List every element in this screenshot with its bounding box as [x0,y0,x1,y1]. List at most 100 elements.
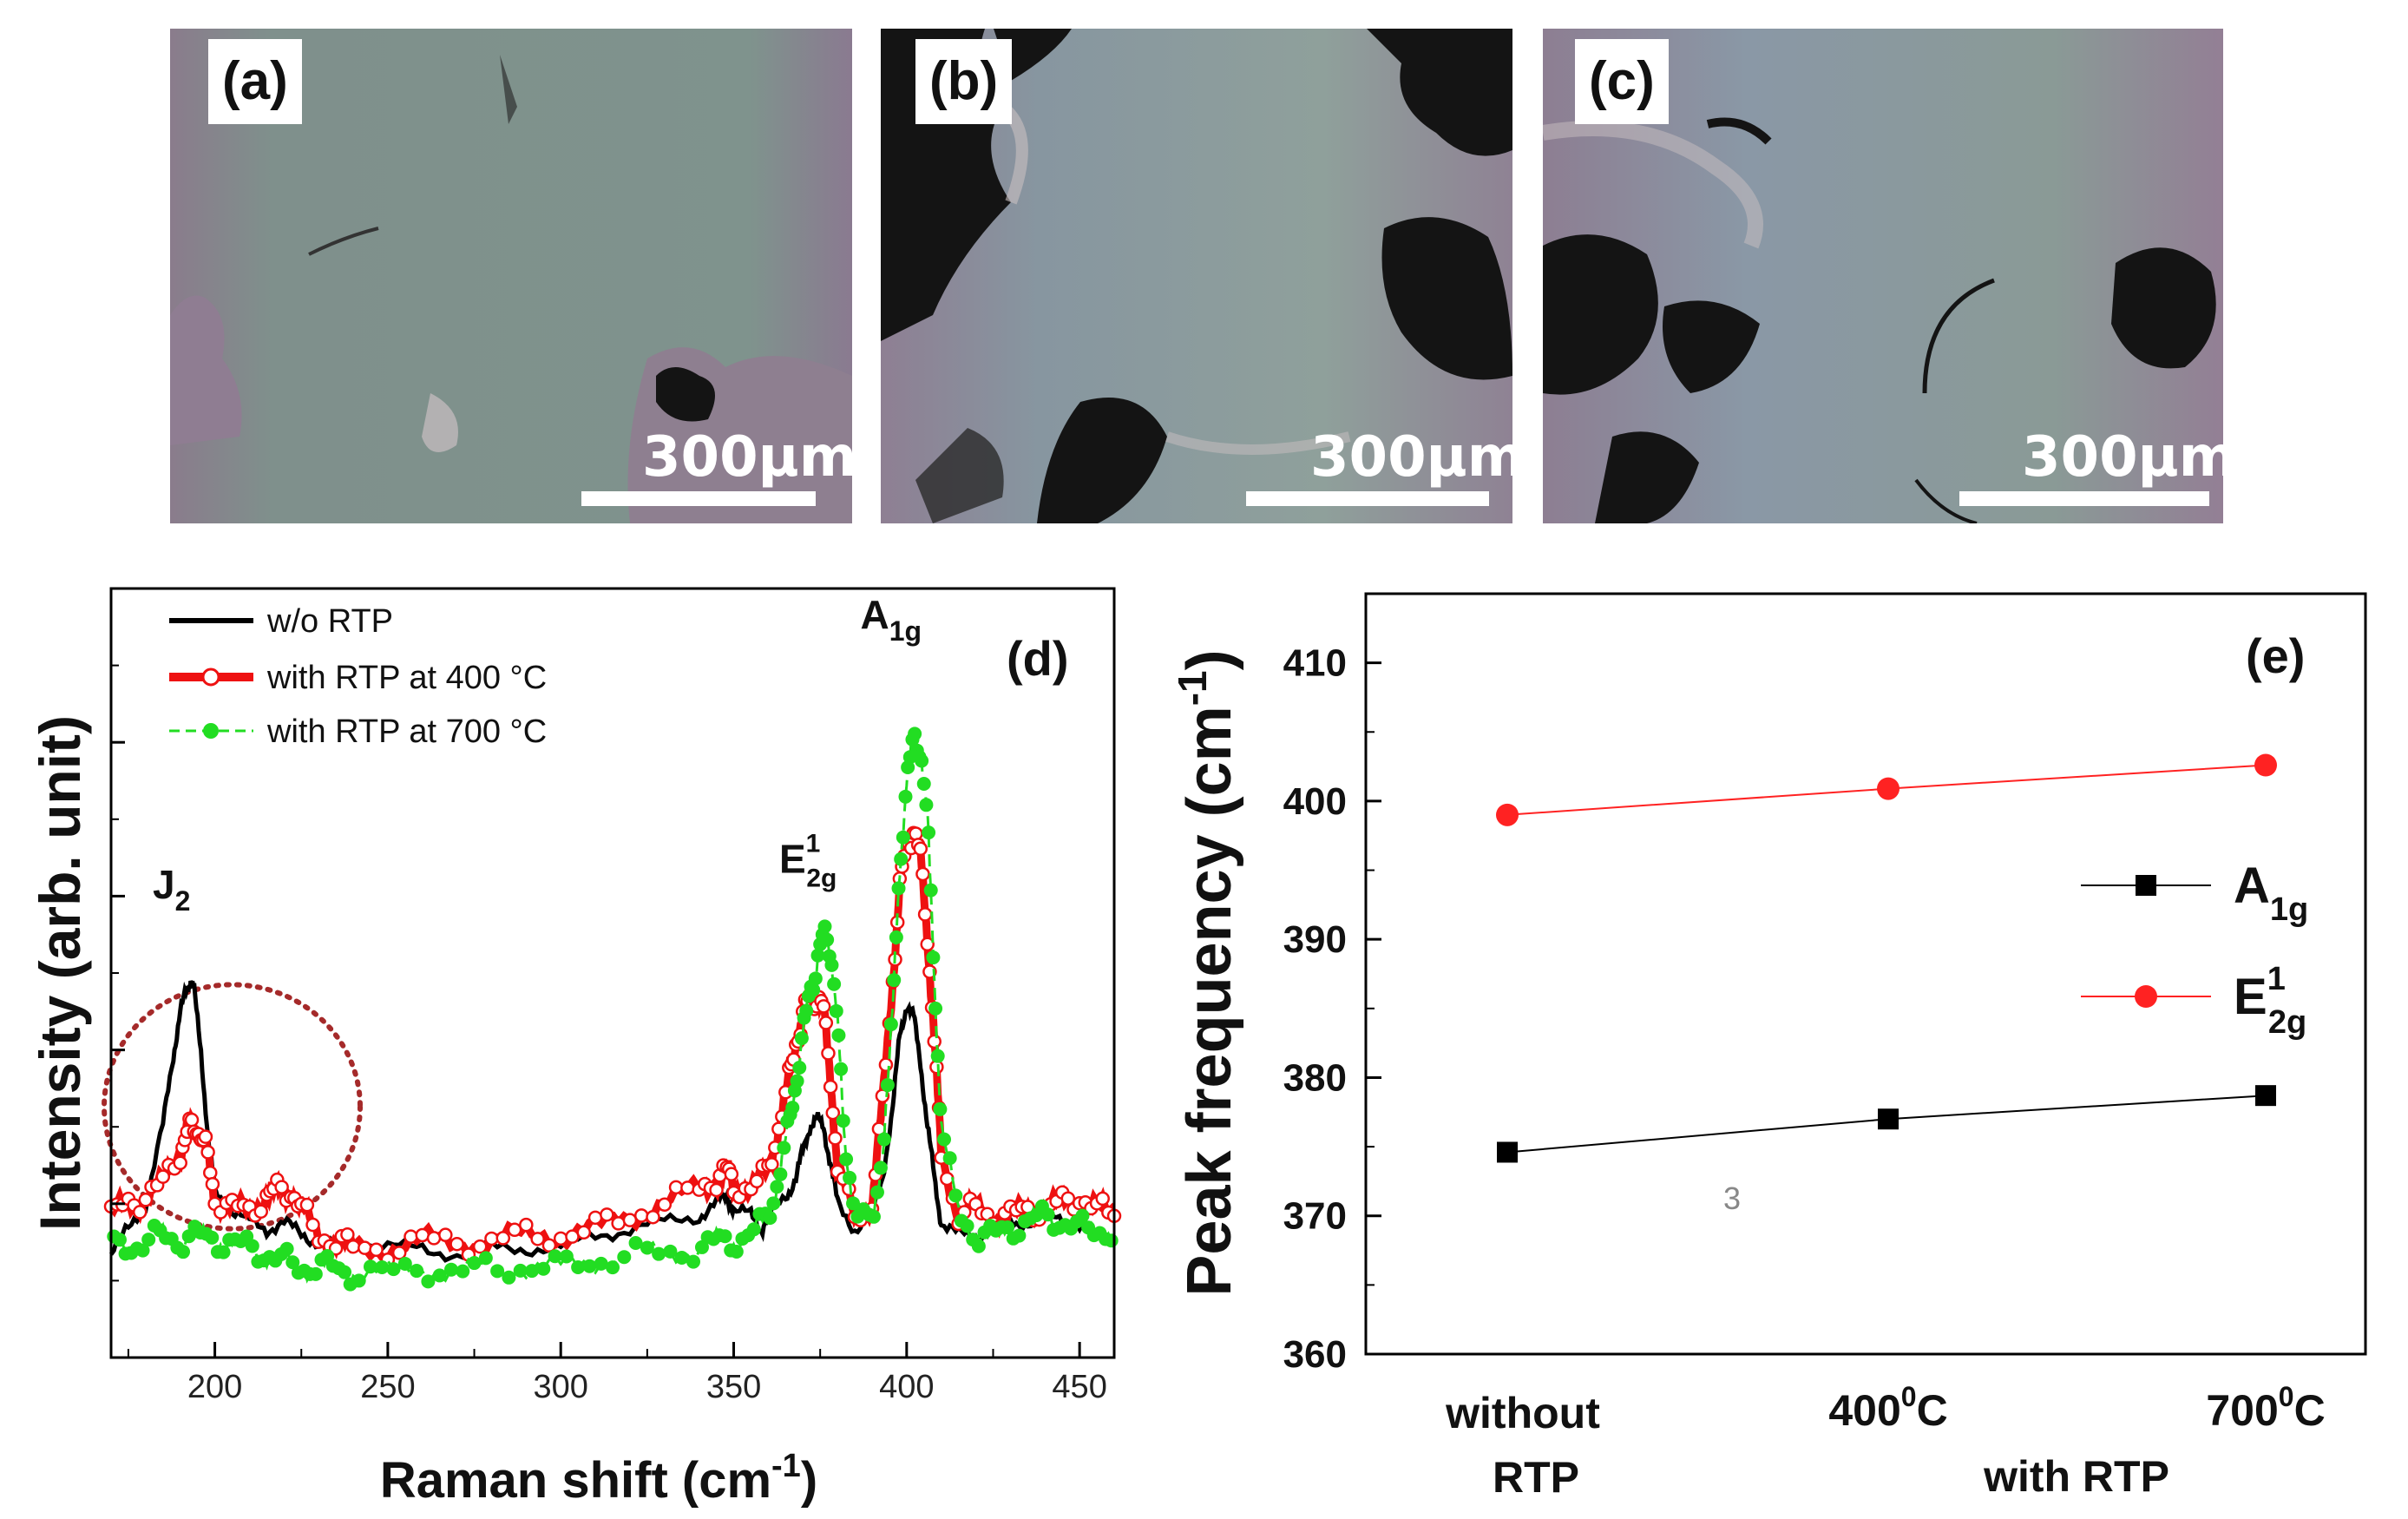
annotation-sub: 2g [806,864,837,892]
spectrum-rtp700-point [919,798,934,812]
spectrum-rtp400-point [915,866,930,882]
peak-category-0-line2: RTP [1493,1453,1579,1502]
spectrum-rtp700-point [915,753,929,768]
micrograph-c-scale-bar [1959,491,2209,506]
spectrum-rtp700-point [1075,1208,1090,1223]
spectrum-rtp700-point [176,1245,191,1259]
spectrum-rtp400-point [205,1176,220,1192]
spectrum-rtp700-point [351,1273,366,1288]
a1g-point [2255,1085,2276,1107]
spectrum-rtp400-point [345,1239,361,1254]
raman-x-tick-label: 300 [534,1369,588,1405]
a1g-line [1506,1095,2267,1154]
spectrum-rtp400-point [909,826,923,841]
spectrum-rtp700-point [806,983,821,997]
spectrum-rtp700-point [467,1256,482,1271]
legend-label-2: with RTP at 700 °C [266,713,547,750]
spectrum-rtp700-point [559,1249,574,1264]
spectrum-rtp700-point [363,1259,377,1274]
spectrum-rtp700-point [873,1161,888,1175]
spectrum-rtp700-point [933,1101,948,1116]
legend-sub: 2g [2268,1004,2306,1041]
spectrum-rtp400-point [680,1180,695,1195]
e2g-point [1877,777,1899,800]
legend-rtp400-marker [201,667,220,687]
spectrum-rtp700-point [606,1260,620,1275]
spectrum-rtp700-point [640,1240,654,1255]
peak-legend-label-1: E1 2g [2234,961,2306,1041]
spectrum-rtp400-point [138,1193,154,1207]
e2g-line [1506,764,2267,816]
raman-x-tick-label: 200 [187,1369,242,1405]
peak-y-tick-label: 370 [1283,1195,1347,1238]
spectrum-rtp700-point [942,1151,957,1166]
spectrum-rtp700-point [397,1256,412,1271]
spectrum-rtp700-point [308,1266,323,1281]
spectrum-rtp700-point [971,1239,986,1253]
spectrum-rtp400-point [299,1197,315,1213]
raman-x-tick-label: 400 [879,1369,934,1405]
annotation-main: E [779,836,806,881]
micrograph-a-scale-text: 300μm [642,425,857,490]
peak-category-0-line1: without [1445,1389,1600,1437]
peak-annotation-0: J2 [153,862,190,917]
legend-main: E [2234,969,2267,1025]
category-degree: 0 [2279,1381,2294,1412]
spectrum-rtp700-point [245,1239,259,1253]
spectrum-rtp700-point [834,1062,849,1076]
spectrum-rtp400-point [1060,1191,1076,1206]
spectrum-rtp400-point [438,1227,453,1242]
peak-y-tick-label: 390 [1283,918,1347,961]
spectrum-rtp700-point [502,1270,516,1285]
spectrum-rtp400-point [553,1231,568,1246]
spectrum-rtp700-point [916,777,931,792]
peak-category-2: 7000C [2206,1381,2325,1435]
raman-x-tick-label: 250 [360,1369,415,1405]
spectrum-rtp700-point [617,1250,632,1265]
spectrum-rtp700-point [205,1230,220,1245]
spectrum-rtp700-point [829,1003,843,1018]
spectrum-rtp400-point [622,1213,638,1227]
peak-plot-frame [1364,592,2367,1356]
spectrum-rtp400-point [173,1155,187,1171]
spectrum-rtp700-point [594,1256,608,1271]
spectrum-rtp700-point [513,1263,528,1278]
spectrum-rtp700-point [410,1264,424,1279]
spectrum-rtp400-point [920,937,935,952]
spectrum-rtp700-point [112,1233,127,1247]
spectrum-rtp700-point [718,1229,732,1244]
spectrum-rtp400-point [823,1079,838,1095]
raman-xlabel-close: ) [801,1452,817,1509]
spectrum-rtp700-point [887,973,902,988]
spectrum-rtp700-point [770,1180,784,1194]
spectrum-rtp400-point [415,1227,430,1243]
spectrum-rtp700-point [763,1211,778,1226]
raman-xlabel-main: Raman shift (cm [380,1452,771,1509]
spectrum-rtp700-point [663,1244,678,1259]
spectrum-rtp700-point [135,1243,150,1258]
spectrum-rtp700-point [896,830,910,845]
spectrum-rtp400-point [155,1169,171,1184]
micrograph-c-scale-text: 300μm [2022,425,2237,490]
spectrum-rtp700-point [432,1268,447,1283]
spectrum-rtp400-point [530,1232,545,1246]
spectrum-rtp400-point [917,907,933,922]
spectrum-rtp400-point [749,1174,764,1189]
legend-rtp700-marker [203,723,219,739]
spectrum-rtp700-point [930,1049,945,1063]
spectrum-rtp700-point [923,883,938,898]
spectrum-rtp700-point [571,1260,586,1275]
raman-xlabel-sup: -1 [771,1448,801,1484]
spectrum-rtp400-point [633,1208,649,1223]
spectrum-rtp400-point [816,999,831,1014]
spectrum-rtp400-point [426,1231,442,1246]
spectrum-rtp700-point [817,919,832,934]
spectrum-rtp400-point [657,1197,673,1213]
spectrum-rtp700-point [827,976,842,991]
micrograph-a-label: (a) [208,39,302,124]
spectrum-rtp400-point [404,1229,418,1244]
spectrum-rtp400-point [198,1129,213,1144]
spectrum-rtp700-point [746,1222,761,1237]
spectrum-rtp400-point [600,1207,614,1222]
spectrum-rtp400-point [340,1227,355,1242]
